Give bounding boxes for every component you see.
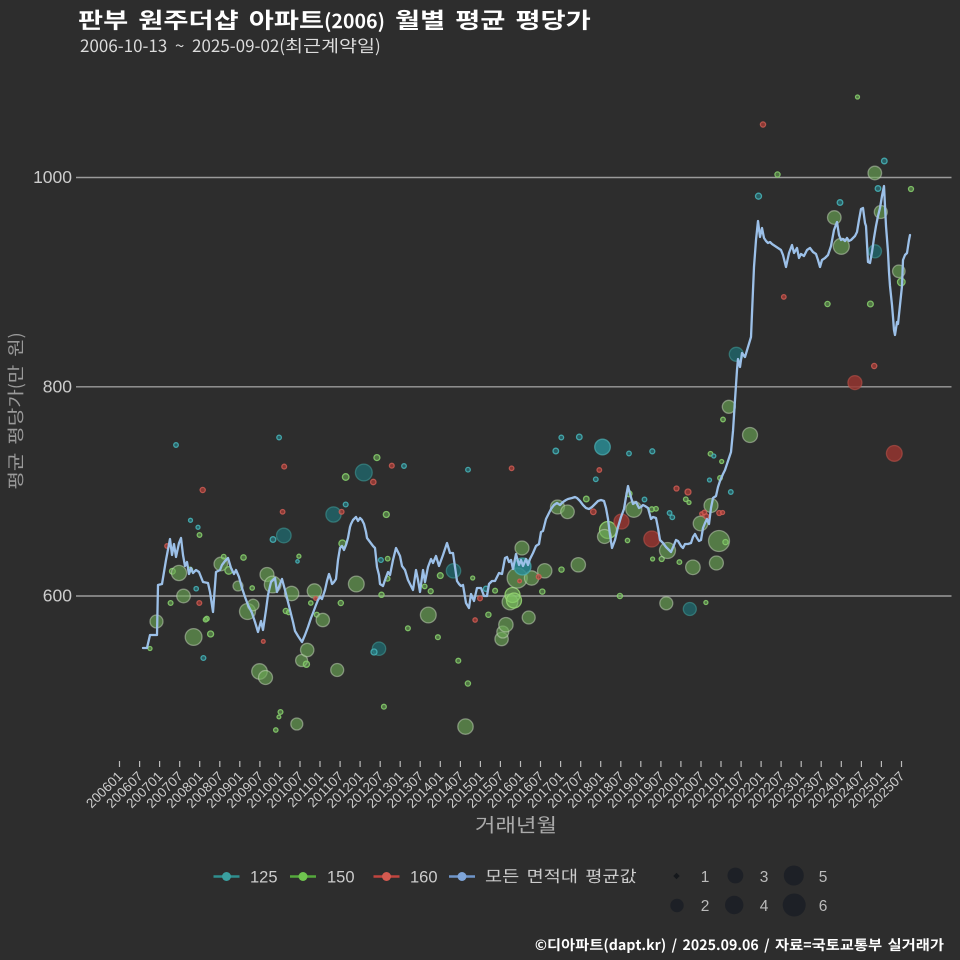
svg-text:4: 4: [760, 898, 769, 915]
svg-text:1: 1: [701, 869, 710, 886]
svg-text:3: 3: [760, 869, 769, 886]
svg-text:2: 2: [701, 898, 710, 915]
svg-text:5: 5: [819, 869, 828, 886]
svg-text:150: 150: [327, 869, 355, 887]
svg-text:160: 160: [410, 869, 438, 887]
svg-text:1000: 1000: [33, 167, 72, 187]
svg-text:125: 125: [250, 869, 278, 887]
svg-text:6: 6: [819, 898, 828, 915]
svg-text:600: 600: [43, 586, 72, 606]
svg-text:800: 800: [43, 376, 72, 396]
